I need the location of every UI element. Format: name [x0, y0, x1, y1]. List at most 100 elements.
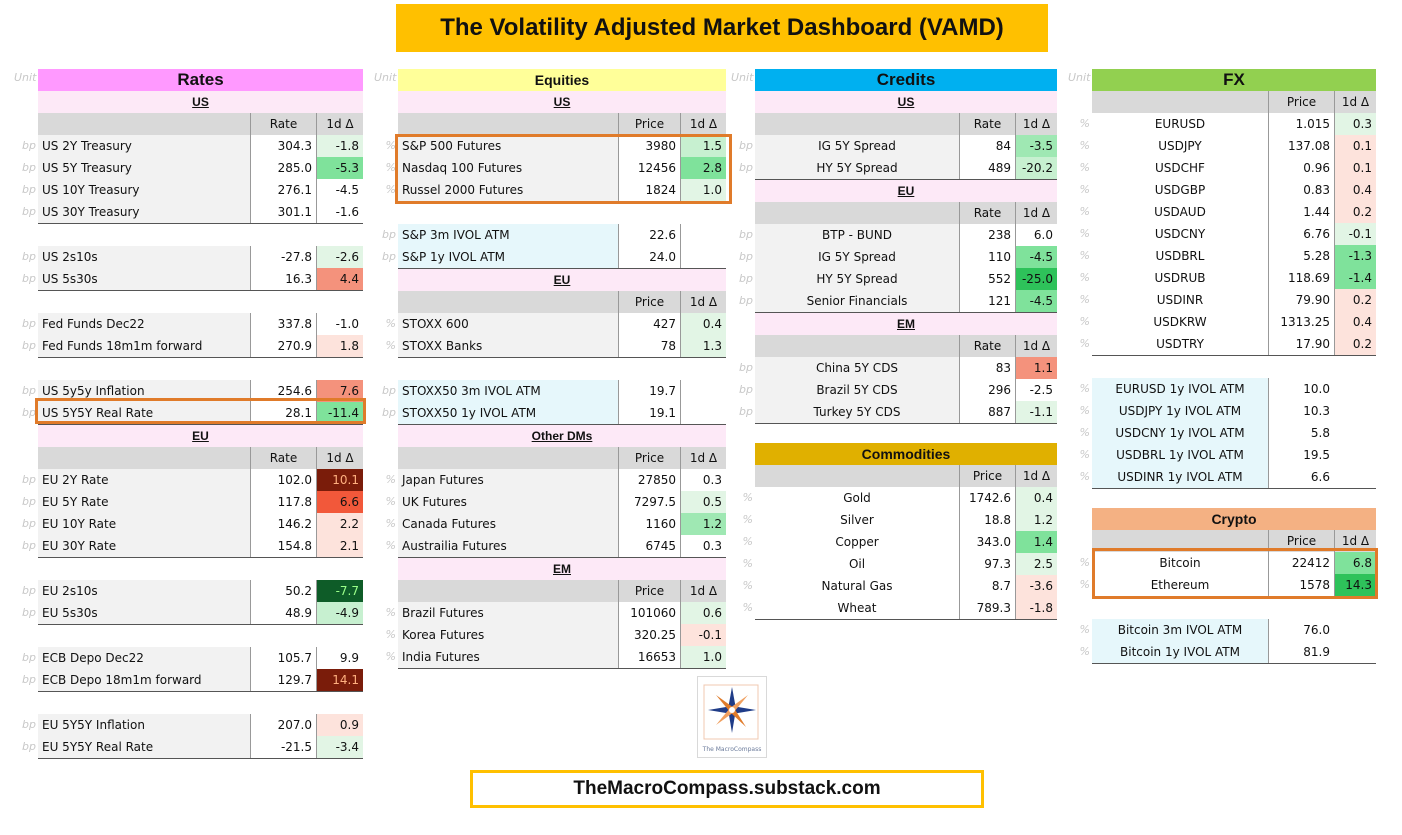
header-name-cell	[398, 291, 618, 313]
unit-marker: bp	[22, 651, 36, 664]
change-cell: -3.6	[1015, 575, 1057, 597]
value-cell: 270.9	[250, 335, 316, 357]
value-cell: 3980	[618, 135, 680, 157]
section-label: US	[398, 91, 726, 113]
unit-marker: %	[1079, 470, 1090, 483]
section-label: EU	[755, 180, 1057, 202]
value-cell: 121	[959, 290, 1015, 312]
instrument-name: US 2s10s	[38, 246, 250, 268]
change-cell: 2.2	[316, 513, 363, 535]
change-cell: 7.6	[316, 380, 363, 402]
header-value: Price	[959, 465, 1015, 487]
instrument-name: Brazil Futures	[398, 602, 618, 624]
header-name-cell	[755, 202, 959, 224]
unit-marker: bp	[22, 740, 36, 753]
value-cell: 1742.6	[959, 487, 1015, 509]
table-row: % USDJPY 1y IVOL ATM 10.3	[1080, 400, 1376, 422]
value-cell: 1.44	[1268, 201, 1334, 223]
change-cell: -4.5	[1015, 290, 1057, 312]
unit-marker: bp	[22, 606, 36, 619]
table-row: bp STOXX50 3m IVOL ATM 19.7	[382, 380, 726, 402]
instrument-name: EU 2Y Rate	[38, 469, 250, 491]
table-row: bp EU 10Y Rate 146.2 2.2	[22, 513, 363, 535]
table-row: % Japan Futures 27850 0.3	[386, 469, 726, 491]
instrument-name: Bitcoin	[1092, 552, 1268, 574]
unit-marker: bp	[22, 250, 36, 263]
column-header-row: Price 1d Δ	[398, 113, 726, 135]
value-cell: 27850	[618, 469, 680, 491]
value-cell: 489	[959, 157, 1015, 179]
value-cell: 5.28	[1268, 245, 1334, 267]
value-cell: 276.1	[250, 179, 316, 201]
table-row: bp EU 2Y Rate 102.0 10.1	[22, 469, 363, 491]
change-cell: 1.4	[1015, 531, 1057, 553]
instrument-name: US 5y5y Inflation	[38, 380, 250, 402]
spacer	[38, 291, 363, 313]
macro-compass-logo: The MacroCompass	[697, 676, 767, 758]
value-cell: 117.8	[250, 491, 316, 513]
header-value: Price	[618, 580, 680, 602]
table-row: % USDCNY 6.76 -0.1	[1080, 223, 1376, 245]
footer-link[interactable]: TheMacroCompass.substack.com	[470, 770, 984, 808]
unit-marker: %	[1079, 426, 1090, 439]
instrument-name: Brazil 5Y CDS	[755, 379, 959, 401]
table-row: bp EU 5Y5Y Real Rate -21.5 -3.4	[22, 736, 363, 759]
column-header-row: Rate 1d Δ	[755, 202, 1057, 224]
unit-label: Unit	[731, 71, 754, 84]
instrument-name: Bitcoin 1y IVOL ATM	[1092, 641, 1268, 663]
column-header-row: Rate 1d Δ	[755, 113, 1057, 135]
unit-marker: %	[742, 557, 753, 570]
table-row: bp IG 5Y Spread 110 -4.5	[739, 246, 1057, 268]
instrument-name: UK Futures	[398, 491, 618, 513]
table-row: % USDTRY 17.90 0.2	[1080, 333, 1376, 356]
commodities-header: Commodities	[755, 443, 1057, 465]
equities-table: US Price 1d Δ% S&P 500 Futures 3980 1.5% Nasda…	[382, 91, 726, 669]
header-name-cell	[398, 447, 618, 469]
unit-marker: bp	[22, 161, 36, 174]
change-cell: 0.9	[316, 714, 363, 736]
unit-marker: %	[1079, 578, 1090, 591]
spacer	[398, 358, 726, 380]
table-row: % Korea Futures 320.25 -0.1	[386, 624, 726, 646]
table-row: bp Fed Funds 18m1m forward 270.9 1.8	[22, 335, 363, 358]
table-row: % USDJPY 137.08 0.1	[1080, 135, 1376, 157]
value-cell: 8.7	[959, 575, 1015, 597]
unit-marker: bp	[739, 139, 753, 152]
table-row: % USDKRW 1313.25 0.4	[1080, 311, 1376, 333]
unit-marker: %	[1079, 205, 1090, 218]
change-cell: 0.2	[1334, 201, 1376, 223]
table-row: bp IG 5Y Spread 84 -3.5	[739, 135, 1057, 157]
value-cell: 12456	[618, 157, 680, 179]
value-cell: 101060	[618, 602, 680, 624]
section-label: US	[38, 91, 363, 113]
table-row: % USDBRL 5.28 -1.3	[1080, 245, 1376, 267]
value-cell: 1824	[618, 179, 680, 201]
commodities-panel: Commodities Price 1d Δ% Gold 1742.6 0.4% Silv…	[743, 443, 1057, 620]
value-cell: 28.1	[250, 402, 316, 424]
spacer	[1092, 356, 1376, 378]
instrument-name: Ethereum	[1092, 574, 1268, 596]
column-header-row: Price 1d Δ	[1092, 530, 1376, 552]
value-cell: 84	[959, 135, 1015, 157]
unit-marker: bp	[739, 383, 753, 396]
value-cell: 118.69	[1268, 267, 1334, 289]
value-cell: 16653	[618, 646, 680, 668]
change-cell: 1.8	[316, 335, 363, 357]
instrument-name: Japan Futures	[398, 469, 618, 491]
header-change: 1d Δ	[680, 447, 726, 469]
table-row: % STOXX 600 427 0.4	[386, 313, 726, 335]
value-cell: 6745	[618, 535, 680, 557]
unit-marker: bp	[22, 317, 36, 330]
instrument-name: USDCNY	[1092, 223, 1268, 245]
instrument-name: EU 2s10s	[38, 580, 250, 602]
table-row: % Nasdaq 100 Futures 12456 2.8	[386, 157, 726, 179]
unit-marker: %	[742, 513, 753, 526]
table-row: bp US 10Y Treasury 276.1 -4.5	[22, 179, 363, 201]
change-cell: -2.6	[316, 246, 363, 268]
table-row: bp Senior Financials 121 -4.5	[739, 290, 1057, 313]
header-change: 1d Δ	[1015, 202, 1057, 224]
crypto-panel: Crypto Price 1d Δ% Bitcoin 22412 6.8% Ethereu…	[1080, 508, 1376, 664]
change-cell: 1.3	[680, 335, 726, 357]
